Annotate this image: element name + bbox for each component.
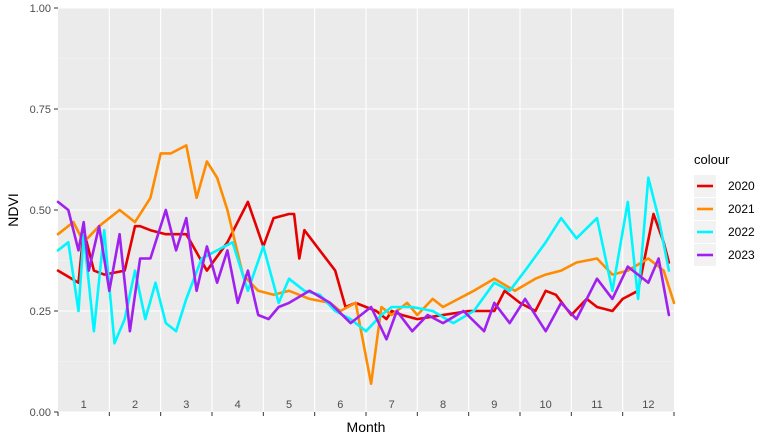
- month-label: 7: [389, 399, 395, 411]
- month-label: 11: [591, 399, 602, 411]
- series-line-2023: [56, 200, 671, 341]
- month-label: 9: [491, 399, 497, 411]
- legend-label-2023: 2023: [728, 248, 755, 262]
- series-line-2021: [56, 144, 676, 386]
- y-tick-label: 0.50: [30, 205, 51, 217]
- month-label: 6: [337, 399, 343, 411]
- legend-label-2021: 2021: [728, 202, 755, 216]
- grid-major: [58, 7, 674, 413]
- series-layer: [56, 144, 676, 386]
- x-axis: [57, 412, 675, 416]
- legend: colour 2020 2021 2022 2023: [694, 152, 755, 266]
- month-label: 1: [81, 399, 87, 411]
- y-tick-label: 0.75: [30, 104, 51, 116]
- month-label: 3: [183, 399, 189, 411]
- month-label: 10: [540, 399, 552, 411]
- month-labels: 1 2 3 4 5 6 7 8 9 10 11 12: [81, 399, 655, 411]
- y-tick-label: 0.25: [30, 306, 51, 318]
- legend-title: colour: [694, 152, 730, 167]
- month-label: 8: [440, 399, 446, 411]
- y-tick-label: 0.00: [30, 407, 51, 419]
- y-axis-title: NDVI: [5, 193, 21, 226]
- month-label: 12: [642, 399, 654, 411]
- month-label: 5: [286, 399, 292, 411]
- y-axis: 0.00 0.25 0.50 0.75 1.00: [30, 3, 58, 419]
- month-label: 2: [132, 399, 138, 411]
- legend-label-2020: 2020: [728, 179, 755, 193]
- y-tick-label: 1.00: [30, 3, 51, 15]
- legend-label-2022: 2022: [728, 225, 755, 239]
- x-axis-title: Month: [347, 419, 386, 435]
- month-label: 4: [235, 399, 241, 411]
